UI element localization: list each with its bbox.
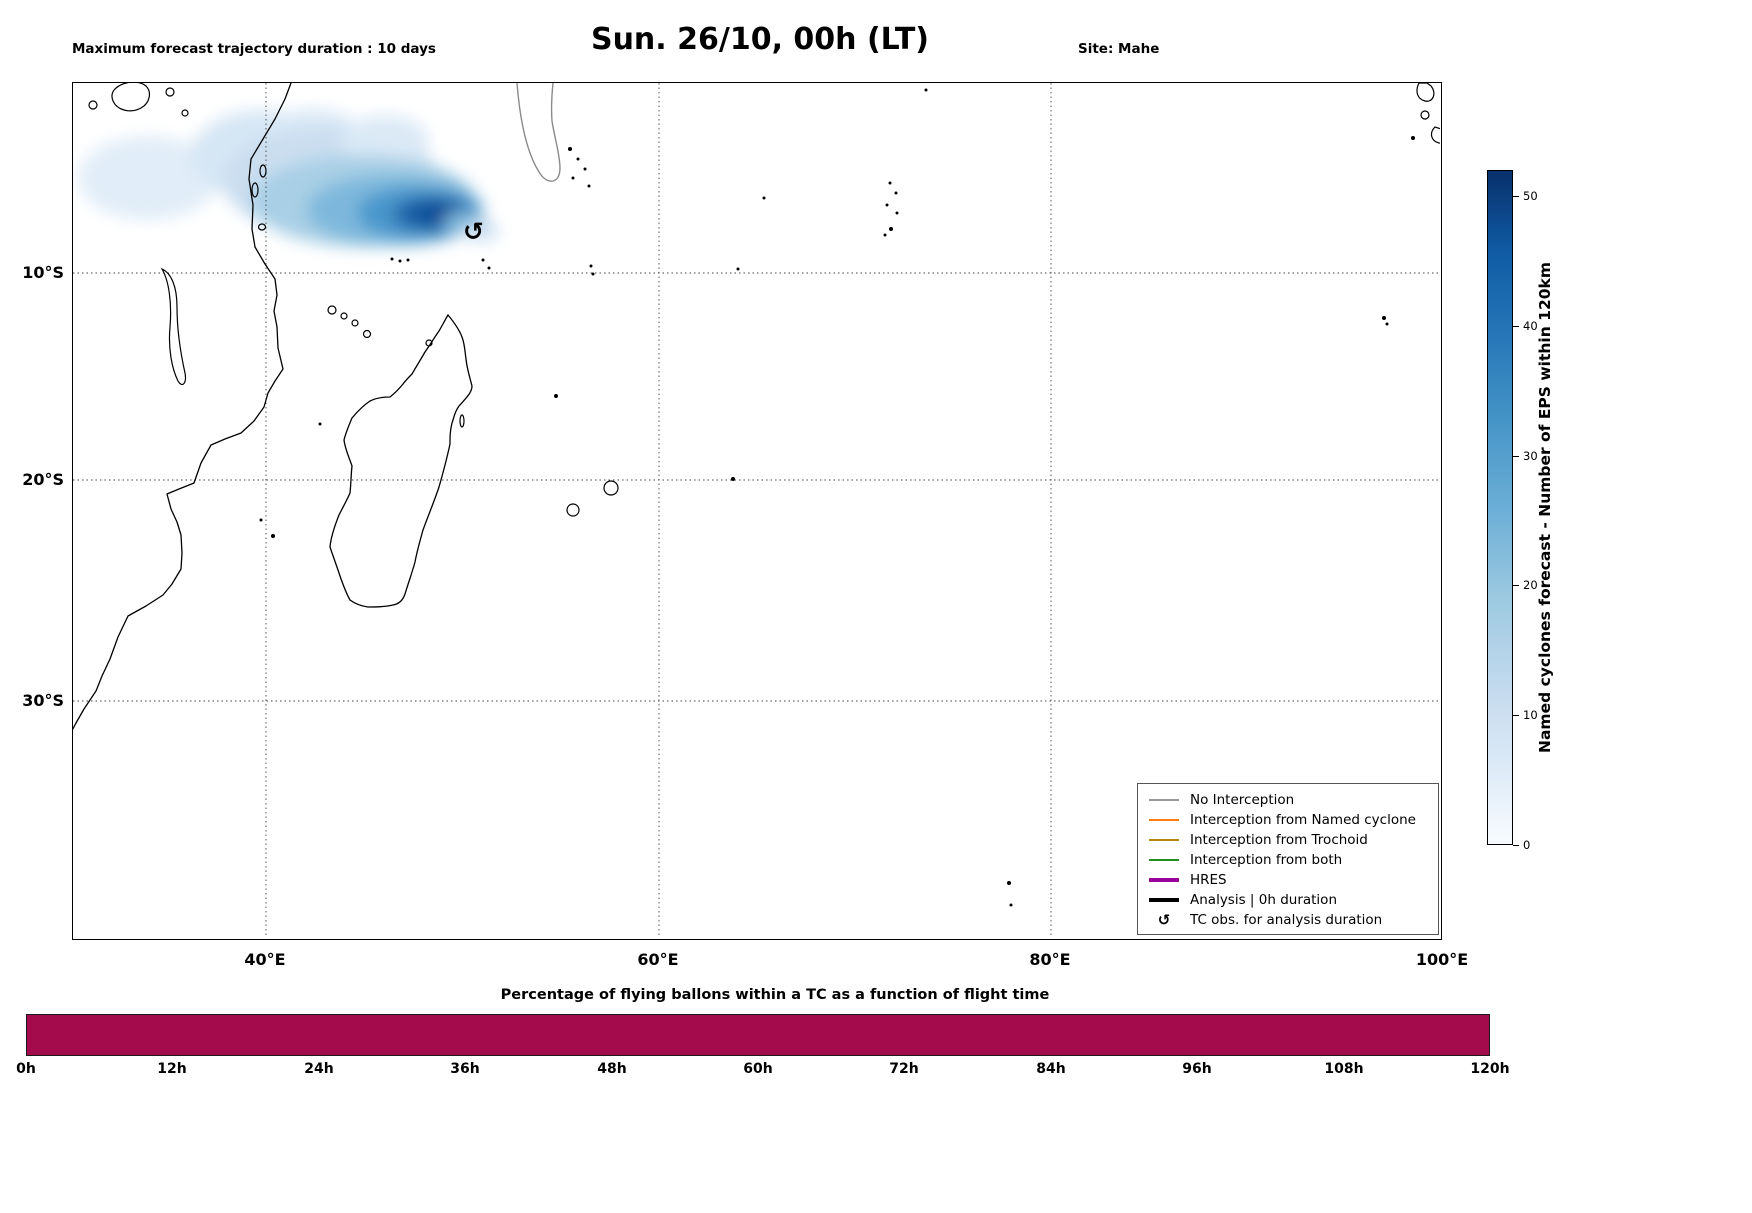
colorbar: [1487, 170, 1513, 845]
lat-tick-label: 30°S: [22, 691, 64, 710]
northeast-islands: [1416, 83, 1440, 144]
no-interception-contour: [516, 83, 561, 182]
colorbar-label: Named cyclones forecast - Number of EPS …: [1536, 262, 1554, 753]
colorbar-tick: [1513, 456, 1519, 458]
legend-label: HRES: [1190, 872, 1227, 888]
legend-item: ↺ TC obs. for analysis duration: [1148, 910, 1430, 930]
time-tick-label: 60h: [743, 1061, 773, 1077]
legend-item: Interception from both: [1148, 850, 1430, 870]
island-dots: [259, 88, 1415, 907]
time-tick-label: 84h: [1036, 1061, 1066, 1077]
legend-line-swatch: [1148, 898, 1180, 902]
map-panel: ↺ No Interception Interception from Name…: [72, 82, 1442, 940]
legend-item: Interception from Trochoid: [1148, 830, 1430, 850]
colorbar-tick-label: 20: [1523, 578, 1538, 592]
legend-label: No Interception: [1190, 792, 1295, 808]
time-tick-label: 72h: [889, 1061, 919, 1077]
legend-line-swatch: [1148, 878, 1180, 882]
legend-label: Interception from Named cyclone: [1190, 812, 1416, 828]
lon-tick-label: 60°E: [637, 950, 679, 969]
tc-observation-icon: ↺: [463, 217, 484, 246]
colorbar-tick: [1513, 715, 1519, 717]
time-tick-label: 120h: [1470, 1061, 1510, 1077]
time-tick-label: 96h: [1182, 1061, 1212, 1077]
colorbar-tick-label: 50: [1523, 189, 1538, 203]
africa-coastline: [73, 83, 292, 731]
time-tick-label: 12h: [157, 1061, 187, 1077]
lon-tick-label: 100°E: [1415, 950, 1469, 969]
time-tick-label: 48h: [597, 1061, 627, 1077]
legend-item: Analysis | 0h duration: [1148, 890, 1430, 910]
gridlines: [73, 83, 1440, 938]
lakes: [88, 83, 189, 386]
eps-density-plume: [78, 109, 499, 247]
colorbar-tick-label: 30: [1523, 449, 1538, 463]
balloon-percentage-bar: [26, 1014, 1490, 1056]
legend-item: Interception from Named cyclone: [1148, 810, 1430, 830]
legend-label: TC obs. for analysis duration: [1190, 912, 1383, 928]
colorbar-tick: [1513, 845, 1519, 847]
colorbar-tick: [1513, 326, 1519, 328]
map-canvas: [73, 83, 1440, 938]
time-tick-label: 24h: [304, 1061, 334, 1077]
colorbar-tick: [1513, 585, 1519, 587]
legend-label: Interception from both: [1190, 852, 1343, 868]
legend-item: No Interception: [1148, 790, 1430, 810]
time-tick-label: 36h: [450, 1061, 480, 1077]
legend-item: HRES: [1148, 870, 1430, 890]
tc-obs-legend-icon: ↺: [1157, 911, 1171, 929]
colorbar-tick-label: 0: [1523, 838, 1531, 852]
colorbar-tick: [1513, 196, 1519, 198]
figure-title: Sun. 26/10, 00h (LT): [590, 22, 930, 57]
meta-line: Site: Mahe: [1078, 41, 1160, 57]
colorbar-tick-label: 10: [1523, 708, 1538, 722]
legend-line-swatch: [1148, 819, 1180, 821]
legend-line-swatch: [1148, 839, 1180, 841]
time-tick-label: 108h: [1324, 1061, 1364, 1077]
lon-tick-label: 80°E: [1029, 950, 1071, 969]
legend-line-swatch: [1148, 859, 1180, 861]
lat-tick-label: 10°S: [22, 263, 64, 282]
colorbar-tick-label: 40: [1523, 319, 1538, 333]
legend-line-swatch: [1148, 799, 1180, 801]
lon-tick-label: 40°E: [244, 950, 286, 969]
time-tick-label: 0h: [16, 1061, 36, 1077]
param-line: Maximum forecast trajectory duration : 1…: [72, 41, 436, 57]
bottom-chart-title: Percentage of flying ballons within a TC…: [500, 987, 1050, 1003]
legend-label: Analysis | 0h duration: [1190, 892, 1337, 908]
lat-tick-label: 20°S: [22, 470, 64, 489]
madagascar-coastline: [329, 313, 473, 608]
legend-label: Interception from Trochoid: [1190, 832, 1368, 848]
map-legend: No Interception Interception from Named …: [1137, 783, 1439, 935]
